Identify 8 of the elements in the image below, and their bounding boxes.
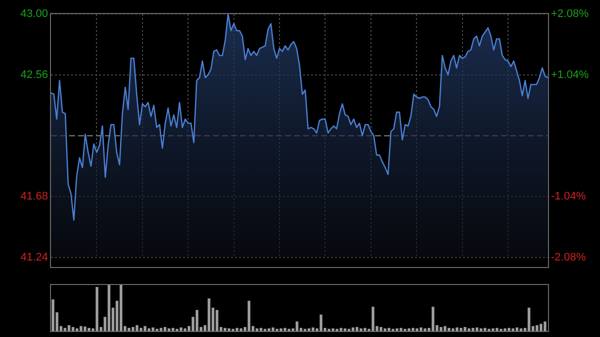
y-tick-label: 41.24 [20, 251, 48, 264]
y2-tick-label: +2.08% [551, 8, 589, 20]
y-tick-label: 41.68 [20, 190, 48, 203]
y-tick-label: 43.00 [20, 8, 48, 20]
y2-tick-label: -1.04% [551, 190, 586, 203]
y-tick-label: 42.56 [20, 68, 48, 81]
y2-tick-label: +1.04% [551, 68, 589, 81]
y2-tick-label: -2.08% [551, 251, 586, 264]
